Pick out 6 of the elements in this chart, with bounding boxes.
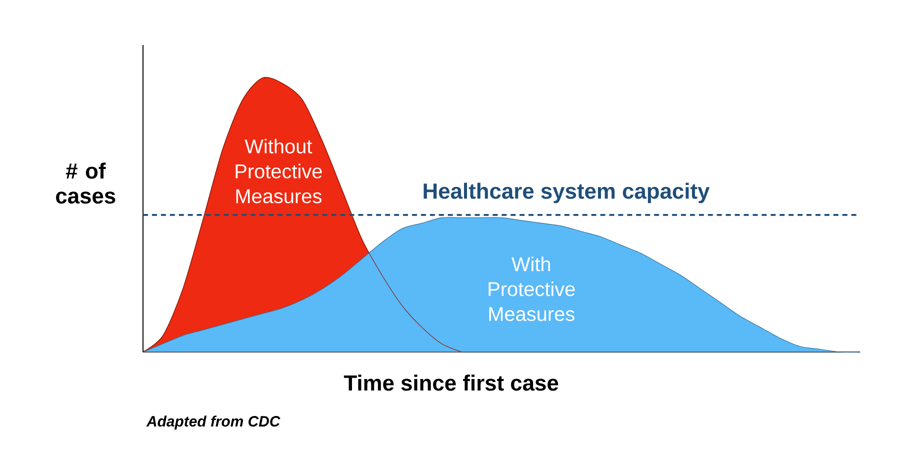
x-axis-title: Time since first case bbox=[344, 374, 558, 391]
text: Adapted from CDC bbox=[146, 416, 280, 430]
series-label: Without Protective Measures bbox=[236, 138, 322, 204]
series-label: With Protective Measures bbox=[488, 256, 575, 322]
ref-line-label: Healthcare system capacity bbox=[424, 182, 710, 204]
y-axis-title: # of cases bbox=[56, 162, 116, 204]
